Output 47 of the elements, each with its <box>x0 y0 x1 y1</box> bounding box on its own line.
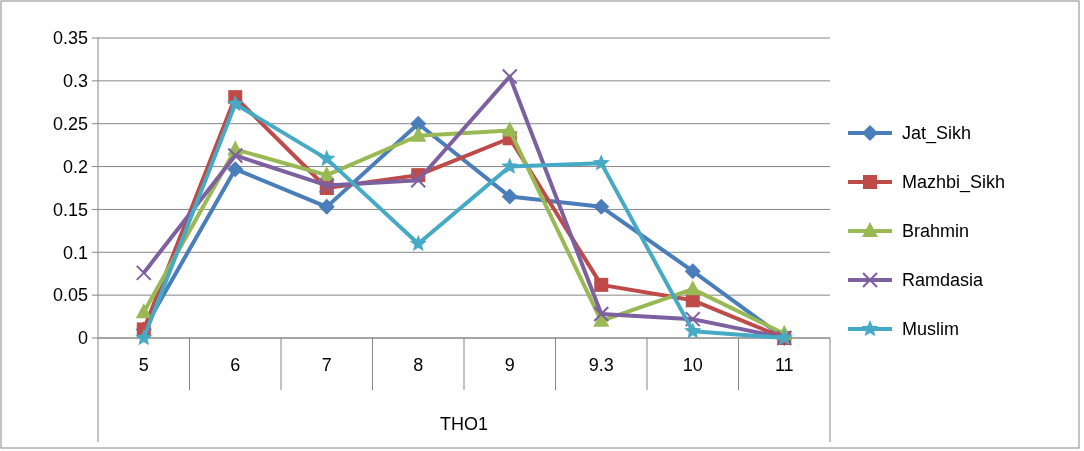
point <box>226 95 244 112</box>
y-tick-label: 0.05 <box>52 285 88 306</box>
x-tick-label: 7 <box>321 355 332 375</box>
point <box>592 154 610 171</box>
x-tick-label: 10 <box>682 355 703 375</box>
point <box>227 161 244 178</box>
point <box>409 234 427 251</box>
point <box>318 177 335 194</box>
x-tick-label: 8 <box>413 355 424 375</box>
x-tick-label: 9 <box>504 355 515 375</box>
point <box>135 303 152 319</box>
x-tick-label: 11 <box>774 355 794 375</box>
legend-label: Brahmin <box>902 221 970 242</box>
y-tick-label: 0.3 <box>62 71 88 92</box>
point <box>318 149 336 167</box>
y-tick-label: 0.2 <box>62 156 88 177</box>
legend-label: Muslim <box>902 319 959 340</box>
point <box>501 68 518 85</box>
point <box>501 157 519 174</box>
point <box>593 306 610 322</box>
point <box>135 329 153 346</box>
y-tick-label: 0.25 <box>52 114 88 135</box>
point <box>410 172 427 189</box>
point <box>684 322 702 339</box>
y-tick-label: 0.1 <box>62 242 88 263</box>
point <box>593 198 610 215</box>
y-tick-label: 0.35 <box>52 28 88 49</box>
point <box>410 115 427 132</box>
point <box>501 188 518 205</box>
y-tick-label: 0 <box>77 328 88 349</box>
point <box>227 147 244 164</box>
point <box>410 126 427 142</box>
point <box>318 198 335 215</box>
point <box>594 277 609 292</box>
point <box>684 311 701 328</box>
legend-label: Jat_Sikh <box>902 123 972 145</box>
point <box>684 280 701 296</box>
x-tick-label: 6 <box>230 355 241 375</box>
legend-label: Ramdasia <box>902 270 985 291</box>
x-tick-label: 5 <box>138 355 149 375</box>
y-tick-label: 0.15 <box>52 199 88 220</box>
point <box>684 263 701 280</box>
x-tick-label: 9.3 <box>588 355 614 375</box>
x-axis-title: THO1 <box>439 414 489 434</box>
point <box>501 121 518 137</box>
point <box>135 264 152 281</box>
legend-label: Mazhbi_Sikh <box>902 172 1006 194</box>
